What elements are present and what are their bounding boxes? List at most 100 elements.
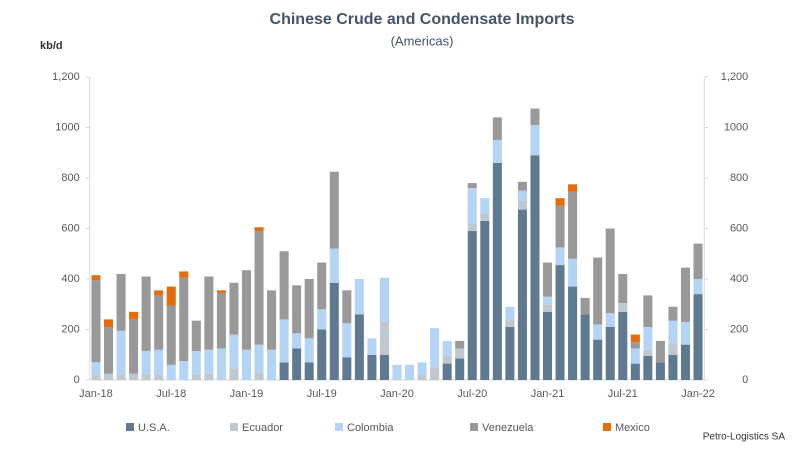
bar-segment xyxy=(154,295,164,350)
y2-tick-label: 400 xyxy=(730,273,748,285)
bar-segment xyxy=(480,213,490,221)
bar-segment xyxy=(91,280,101,363)
y-tick-label: 600 xyxy=(61,222,79,234)
y-tick-label: 200 xyxy=(61,323,79,335)
y-tick-label: 1000 xyxy=(55,121,79,133)
bar-segment xyxy=(254,344,264,373)
bar-segment xyxy=(191,374,201,380)
bar-segment xyxy=(405,364,415,380)
bar-segment xyxy=(254,372,264,380)
x-tick-label: Jul-20 xyxy=(457,388,487,400)
bar-segment xyxy=(342,357,352,380)
bar-segment xyxy=(229,368,239,380)
bar-segment xyxy=(668,306,678,321)
bar-segment xyxy=(467,188,477,224)
y-axis-label: kb/d xyxy=(40,40,63,52)
x-tick-label: Jul-21 xyxy=(608,388,638,400)
bar-segment xyxy=(129,319,139,374)
bar-segment xyxy=(367,338,377,355)
bar-segment xyxy=(680,344,691,380)
bar-segment xyxy=(630,363,640,380)
x-tick-label: Jan-20 xyxy=(380,388,414,400)
bar-segment xyxy=(680,321,691,345)
x-tick-label: Jul-19 xyxy=(307,388,337,400)
bar-segment xyxy=(103,326,114,374)
x-tick-label: Jan-22 xyxy=(681,388,715,400)
bar-segment xyxy=(605,313,615,327)
bar-segment xyxy=(542,262,553,297)
bar-segment xyxy=(568,258,578,287)
bar-segment xyxy=(442,356,452,364)
bar-segment xyxy=(241,349,252,380)
x-tick-label: Jan-21 xyxy=(531,388,565,400)
bar-segment xyxy=(467,231,477,380)
bar-segment xyxy=(555,198,565,206)
bar-segment xyxy=(517,209,527,380)
bar-segment xyxy=(166,286,176,306)
bar-segment xyxy=(492,117,502,141)
bar-segment xyxy=(254,231,264,345)
bar-segment xyxy=(643,356,653,380)
y2-tick-label: 200 xyxy=(730,323,748,335)
bar-segment xyxy=(329,171,339,249)
bar-segment xyxy=(129,311,139,320)
y2-tick-label: 0 xyxy=(742,374,748,386)
bar-segment xyxy=(618,302,628,312)
bar-segment xyxy=(568,184,578,192)
bar-segment xyxy=(442,340,452,357)
bar-segment xyxy=(555,265,565,380)
bar-segment xyxy=(141,373,151,380)
legend-swatch xyxy=(470,423,478,431)
bar-segment xyxy=(430,367,440,380)
bar-segment xyxy=(304,338,314,363)
bar-segment xyxy=(292,333,302,349)
bar-segment xyxy=(430,328,440,368)
bar-segment xyxy=(141,276,151,351)
bar-segment xyxy=(605,326,615,380)
bar-segment xyxy=(480,220,490,380)
bar-segment xyxy=(555,205,565,248)
bar-segment xyxy=(329,282,339,380)
bar-segment xyxy=(668,354,678,380)
bar-segment xyxy=(354,279,364,315)
bar-segment xyxy=(580,297,590,315)
bar-segment xyxy=(643,326,653,350)
bar-segment xyxy=(668,343,678,355)
bar-segment xyxy=(267,290,277,350)
bar-segment xyxy=(91,275,101,281)
bar-segment xyxy=(279,319,289,363)
y2-tick-label: 600 xyxy=(730,222,748,234)
bar-segment xyxy=(103,319,114,327)
bar-segment xyxy=(417,362,427,375)
bar-segment xyxy=(517,181,527,191)
bar-segment xyxy=(91,362,101,375)
bar-segment xyxy=(455,348,465,359)
bar-segment xyxy=(568,191,578,259)
bar-segment xyxy=(379,354,389,380)
bar-segment xyxy=(141,350,151,374)
chart-title: Chinese Crude and Condensate Imports xyxy=(270,11,575,28)
bar-segment xyxy=(154,349,164,375)
bar-segment xyxy=(530,108,540,125)
bar-segment xyxy=(116,273,126,331)
bar-segment xyxy=(329,248,339,283)
bar-segment xyxy=(593,257,603,325)
bar-segment xyxy=(342,323,352,358)
x-tick-label: Jul-18 xyxy=(156,388,186,400)
bar-segment xyxy=(342,290,352,324)
bar-segment xyxy=(379,277,389,322)
x-tick-label: Jan-19 xyxy=(230,388,264,400)
bar-segment xyxy=(279,251,289,320)
bar-segment xyxy=(618,273,628,303)
legend-label: Ecuador xyxy=(242,422,283,434)
legend-swatch xyxy=(603,423,611,431)
bar-segment xyxy=(492,140,502,163)
legend-label: U.S.A. xyxy=(138,422,170,434)
bar-segment xyxy=(354,314,364,380)
legend-swatch xyxy=(335,423,343,431)
bar-segment xyxy=(229,334,239,369)
bar-segment xyxy=(555,247,565,266)
bar-segment xyxy=(630,334,640,343)
bar-segment xyxy=(668,320,678,344)
